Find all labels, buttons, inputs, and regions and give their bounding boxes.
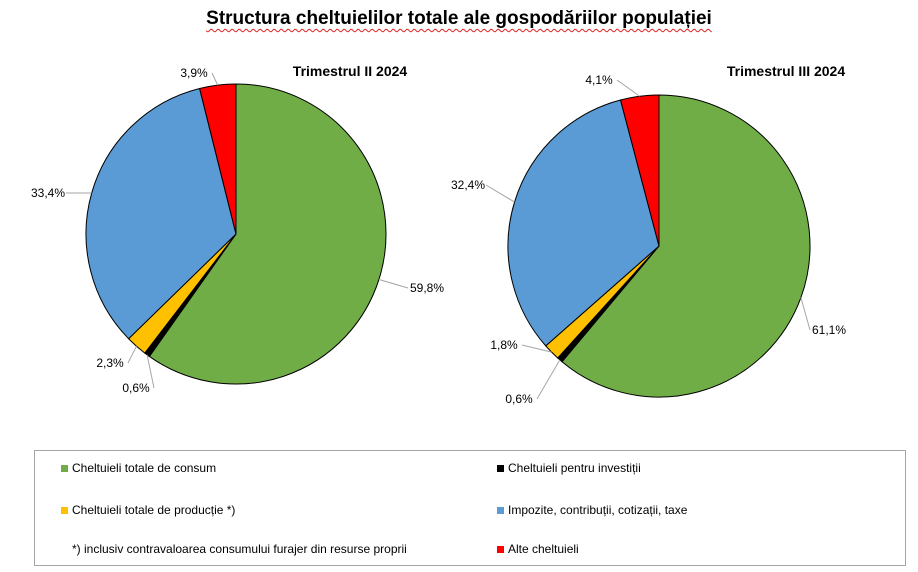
leader-line-consum xyxy=(378,278,409,289)
data-label-investitii: 0,6% xyxy=(505,392,533,406)
data-label-impozite: 32,4% xyxy=(451,178,485,192)
pie-chart-trimestrul-iii: 61,1% 0,6% 1,8% 32,4% 4,1% Trimestrul III 202… xyxy=(451,63,846,406)
leader-line-alte xyxy=(616,79,640,97)
legend-item-alte: Alte cheltuieli xyxy=(497,542,579,556)
legend-label-alte: Alte cheltuieli xyxy=(508,542,579,556)
legend-item-consum: Cheltuieli totale de consum xyxy=(61,461,216,475)
pie-slice-alte xyxy=(619,94,660,247)
pie-charts-area: 59,8% 0,6% 2,3% 33,4% 3,9% Trimestrul II 2024… xyxy=(31,63,846,406)
leader-line-investitii xyxy=(146,354,155,389)
legend-swatch-productie xyxy=(61,506,68,514)
legend-label-productie: Cheltuieli totale de producție *) xyxy=(72,503,236,517)
pie-title: Trimestrul II 2024 xyxy=(293,63,408,79)
leader-line-impozite xyxy=(485,184,515,203)
chart-legend: Cheltuieli totale de consum Cheltuieli p… xyxy=(34,450,906,566)
legend-swatch-investitii xyxy=(497,464,504,472)
data-label-productie: 1,8% xyxy=(490,338,518,352)
leader-line-productie xyxy=(127,345,137,364)
pie-slice-impozite xyxy=(507,99,660,347)
legend-swatch-alte xyxy=(497,545,504,553)
legend-label-investitii: Cheltuieli pentru investiții xyxy=(508,461,641,475)
leader-line-alte xyxy=(211,72,219,86)
pie-slice-impozite xyxy=(85,87,237,340)
legend-footnote: *) inclusiv contravaloarea consumului fu… xyxy=(72,542,407,556)
data-label-impozite: 33,4% xyxy=(31,186,65,200)
legend-swatch-consum xyxy=(61,464,68,472)
legend-item-productie: Cheltuieli totale de producție *) xyxy=(61,503,235,517)
pie-slice-consum xyxy=(561,94,811,398)
pie-slice-alte xyxy=(199,83,237,235)
data-label-productie: 2,3% xyxy=(96,356,124,370)
pie-chart-trimestrul-ii: 59,8% 0,6% 2,3% 33,4% 3,9% Trimestrul II 2024 xyxy=(31,63,444,395)
leader-line-consum xyxy=(800,297,811,331)
legend-item-impozite: Impozite, contribuții, cotizații, taxe xyxy=(497,503,687,517)
legend-item-investitii: Cheltuieli pentru investiții xyxy=(497,461,641,475)
data-label-consum: 59,8% xyxy=(410,281,444,295)
leader-line-investitii xyxy=(536,359,561,400)
data-label-consum: 61,1% xyxy=(812,323,846,337)
legend-label-consum: Cheltuieli totale de consum xyxy=(72,461,217,475)
legend-label-impozite: Impozite, contribuții, cotizații, taxe xyxy=(508,503,688,517)
legend-swatch-impozite xyxy=(497,506,504,514)
data-label-alte: 3,9% xyxy=(180,66,208,80)
data-label-alte: 4,1% xyxy=(585,73,613,87)
leader-line-productie xyxy=(521,344,552,353)
data-label-investitii: 0,6% xyxy=(122,381,150,395)
pie-title: Trimestrul III 2024 xyxy=(727,63,845,79)
pie-slice-consum xyxy=(148,83,387,385)
chart-main-title: Structura cheltuielilor totale ale gospo… xyxy=(206,8,712,29)
